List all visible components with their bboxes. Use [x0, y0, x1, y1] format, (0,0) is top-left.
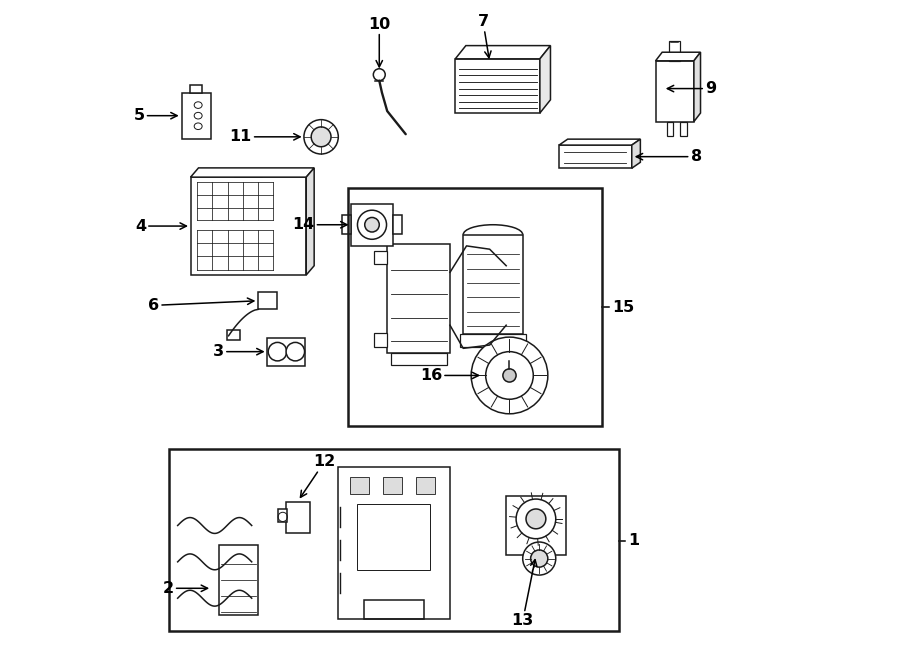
Bar	[374, 333, 387, 346]
Bar	[190, 85, 203, 93]
Circle shape	[268, 342, 287, 361]
Bar	[382, 477, 402, 494]
Bar	[191, 177, 306, 275]
Bar	[416, 477, 436, 494]
Circle shape	[374, 69, 385, 81]
Bar	[387, 244, 450, 353]
Bar	[286, 502, 310, 533]
Ellipse shape	[194, 123, 202, 130]
Circle shape	[523, 542, 556, 575]
Bar	[219, 545, 258, 615]
Circle shape	[486, 352, 534, 399]
Circle shape	[304, 120, 338, 154]
Bar	[342, 215, 351, 234]
Polygon shape	[191, 168, 314, 177]
Polygon shape	[540, 46, 551, 113]
Polygon shape	[655, 52, 700, 61]
Text: 1: 1	[628, 533, 640, 548]
Bar	[349, 477, 369, 494]
Bar	[227, 330, 239, 340]
Bar	[655, 61, 694, 122]
Bar	[559, 145, 632, 168]
Bar	[464, 235, 523, 334]
Circle shape	[357, 210, 386, 239]
Text: 6: 6	[148, 298, 254, 313]
Text: 13: 13	[511, 560, 537, 629]
Bar	[667, 122, 673, 136]
Ellipse shape	[194, 102, 202, 108]
Bar	[391, 353, 446, 365]
Bar	[506, 496, 566, 555]
Text: 12: 12	[301, 454, 336, 497]
Bar	[182, 93, 211, 139]
Circle shape	[503, 369, 516, 382]
Ellipse shape	[194, 112, 202, 119]
Text: 3: 3	[212, 344, 263, 359]
Bar	[393, 215, 402, 234]
Circle shape	[526, 509, 545, 529]
Bar	[455, 59, 540, 113]
Circle shape	[364, 217, 379, 232]
Polygon shape	[306, 168, 314, 275]
Bar	[460, 334, 526, 347]
Polygon shape	[694, 52, 700, 122]
Circle shape	[516, 499, 556, 539]
Bar	[364, 600, 424, 619]
Text: 16: 16	[419, 368, 479, 383]
Bar	[278, 509, 287, 522]
Text: 7: 7	[478, 14, 491, 58]
Text: 5: 5	[133, 108, 177, 123]
Text: 15: 15	[612, 300, 634, 315]
Circle shape	[531, 550, 548, 567]
Bar	[374, 251, 387, 264]
Polygon shape	[455, 46, 551, 59]
Circle shape	[311, 127, 331, 147]
Bar	[680, 122, 687, 136]
Text: 8: 8	[636, 149, 702, 164]
Text: 10: 10	[368, 17, 391, 67]
Bar	[357, 504, 430, 570]
Bar	[351, 204, 393, 246]
Bar	[258, 292, 277, 309]
Text: 4: 4	[135, 219, 186, 233]
Bar	[267, 338, 305, 366]
Bar	[338, 467, 450, 619]
Polygon shape	[559, 139, 641, 145]
Bar	[347, 188, 602, 426]
Text: 11: 11	[230, 130, 300, 144]
Circle shape	[472, 337, 548, 414]
Circle shape	[286, 342, 304, 361]
Bar	[235, 169, 262, 177]
Polygon shape	[632, 139, 641, 168]
Bar	[670, 41, 680, 61]
Text: 9: 9	[667, 81, 716, 96]
Text: 14: 14	[292, 217, 347, 232]
Text: 2: 2	[163, 581, 208, 596]
Bar	[169, 449, 618, 631]
